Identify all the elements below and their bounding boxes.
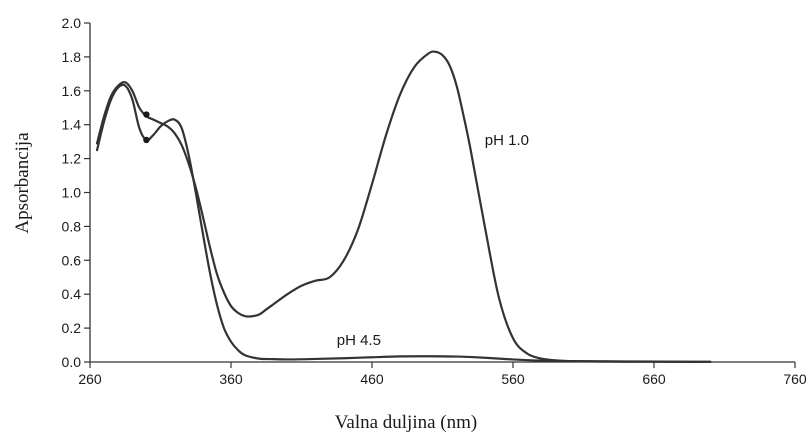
y-tick-label: 1.8 [62, 49, 82, 65]
y-axis-title: Apsorbancija [12, 132, 33, 234]
annotation-group: pH 1.0 pH 4.5 [337, 132, 529, 349]
y-tick-label: 0.8 [62, 218, 82, 234]
data-marker [143, 111, 150, 118]
y-tick-label: 0.2 [62, 320, 82, 336]
y-tick-label: 2.0 [62, 15, 82, 31]
y-tick-label: 1.6 [62, 83, 82, 99]
series-group [95, 50, 712, 363]
x-tick-label: 760 [783, 371, 807, 387]
series-label: pH 4.5 [337, 332, 381, 349]
y-tick-label: 0.6 [62, 252, 82, 268]
x-axis-title: Valna duljina (nm) [335, 412, 477, 433]
x-ticks: 260 360 460 560 660 760 [78, 362, 807, 387]
x-tick-label: 560 [501, 371, 525, 387]
y-tick-label: 0.0 [62, 354, 82, 370]
series-line-ph-4-5 [95, 83, 712, 363]
x-tick-label: 360 [219, 371, 243, 387]
y-tick-label: 1.2 [62, 151, 82, 167]
y-tick-label: 1.4 [62, 117, 82, 133]
x-tick-label: 660 [642, 371, 666, 387]
x-tick-label: 460 [360, 371, 384, 387]
plot-area: 0.0 0.2 0.4 0.6 0.8 1.0 1.2 1.4 1.6 1.8 2.0 260 360… [62, 15, 807, 387]
x-tick-label: 260 [78, 371, 102, 387]
y-ticks: 0.0 0.2 0.4 0.6 0.8 1.0 1.2 1.4 1.6 1.8 2.0 [62, 15, 90, 370]
data-marker [143, 136, 150, 144]
y-tick-label: 0.4 [62, 286, 82, 302]
marker-group [143, 111, 150, 144]
series-label: pH 1.0 [485, 132, 529, 149]
series-line-ph-1-0 [95, 50, 712, 363]
y-tick-label: 1.0 [62, 185, 82, 201]
